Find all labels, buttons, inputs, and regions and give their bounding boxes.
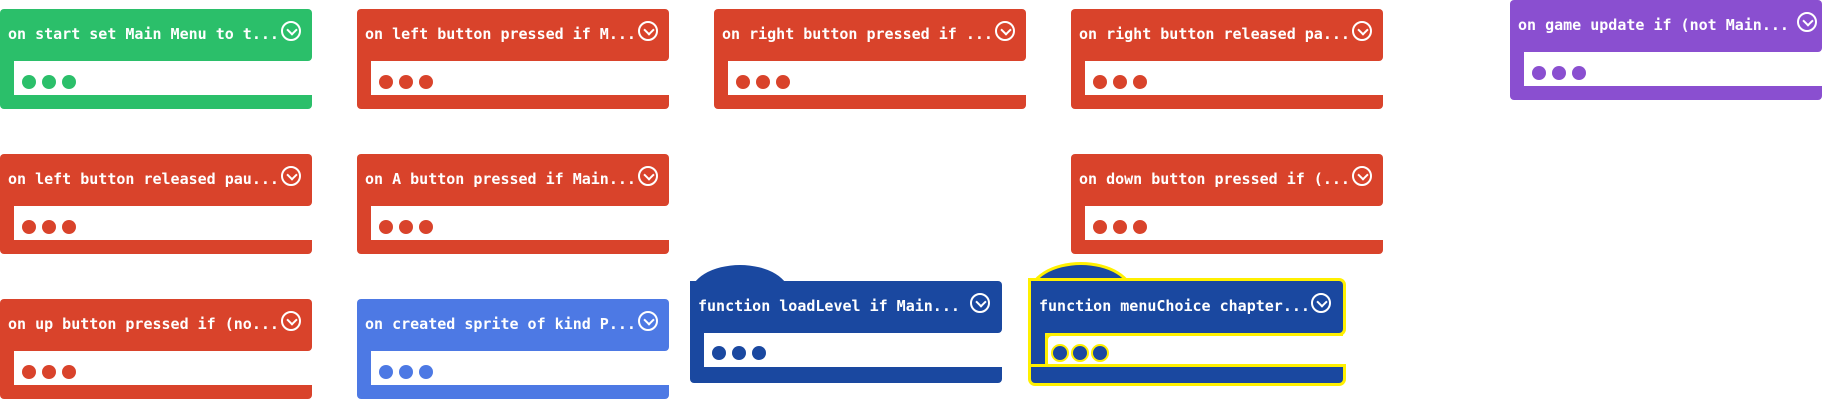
block-on-right-button-pressed[interactable]: on right button pressed if ... [714,9,1026,109]
ellipsis-dots-icon[interactable] [379,75,433,89]
block-function-load-level[interactable]: function loadLevel if Main... [690,265,1002,383]
block-label: on up button pressed if (no... [0,299,312,351]
chevron-down-circle-icon[interactable] [281,311,301,331]
ellipsis-dots-icon[interactable] [1093,75,1147,89]
block-on-up-button-pressed[interactable]: on up button pressed if (no... [0,299,312,399]
chevron-down-circle-icon[interactable] [995,21,1015,41]
block-label: on right button pressed if ... [714,9,1026,61]
block-label: on down button pressed if (... [1071,154,1383,206]
block-on-left-button-pressed[interactable]: on left button pressed if M... [357,9,669,109]
chevron-down-circle-icon[interactable] [1352,21,1372,41]
block-on-left-button-released[interactable]: on left button released pau... [0,154,312,254]
ellipsis-dots-icon[interactable] [1532,66,1586,80]
ellipsis-dots-icon[interactable] [712,346,766,360]
chevron-down-circle-icon[interactable] [1797,12,1817,32]
ellipsis-dots-icon[interactable] [379,220,433,234]
block-label: on start set Main Menu to t... [0,9,312,61]
block-label: on right button released pa... [1071,9,1383,61]
ellipsis-dots-icon[interactable] [22,365,76,379]
block-label: on left button pressed if M... [357,9,669,61]
ellipsis-dots-icon[interactable] [379,365,433,379]
ellipsis-dots-icon[interactable] [1053,346,1107,360]
block-label: on left button released pau... [0,154,312,206]
block-on-right-button-released[interactable]: on right button released pa... [1071,9,1383,109]
ellipsis-dots-icon[interactable] [1093,220,1147,234]
chevron-down-circle-icon[interactable] [638,21,658,41]
chevron-down-circle-icon[interactable] [1352,166,1372,186]
block-on-created-sprite[interactable]: on created sprite of kind P... [357,299,669,399]
block-label: on game update if (not Main... [1510,0,1822,52]
chevron-down-circle-icon[interactable] [281,166,301,186]
block-label: function menuChoice chapter... [1031,281,1343,333]
chevron-down-circle-icon[interactable] [638,311,658,331]
block-on-a-button-pressed[interactable]: on A button pressed if Main... [357,154,669,254]
chevron-down-circle-icon[interactable] [638,166,658,186]
ellipsis-dots-icon[interactable] [736,75,790,89]
ellipsis-dots-icon[interactable] [22,220,76,234]
block-label: on A button pressed if Main... [357,154,669,206]
block-label: on created sprite of kind P... [357,299,669,351]
chevron-down-circle-icon[interactable] [281,21,301,41]
block-on-down-button-pressed[interactable]: on down button pressed if (... [1071,154,1383,254]
block-label: function loadLevel if Main... [690,281,1002,333]
block-on-game-update[interactable]: on game update if (not Main... [1510,0,1822,100]
chevron-down-circle-icon[interactable] [1311,293,1331,313]
block-function-menu-choice[interactable]: function menuChoice chapter... [1031,265,1343,383]
ellipsis-dots-icon[interactable] [22,75,76,89]
block-on-start[interactable]: on start set Main Menu to t... [0,9,312,109]
chevron-down-circle-icon[interactable] [970,293,990,313]
